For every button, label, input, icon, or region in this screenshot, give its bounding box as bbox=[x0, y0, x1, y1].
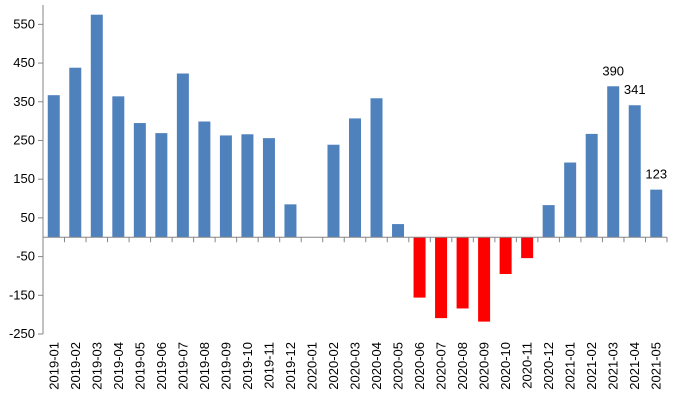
x-tick-label: 2019-07 bbox=[175, 342, 190, 390]
x-tick-label: 2020-07 bbox=[434, 342, 449, 390]
x-tick-label: 2020-02 bbox=[326, 342, 341, 390]
x-tick-label: 2020-03 bbox=[348, 342, 363, 390]
y-tick-label: -150 bbox=[9, 287, 35, 302]
x-tick-label: 2020-05 bbox=[391, 342, 406, 390]
x-tick-label: 2020-11 bbox=[520, 342, 535, 389]
x-tick-label: 2019-01 bbox=[46, 342, 61, 390]
bar-2021-03 bbox=[607, 86, 620, 238]
x-tick-label: 2021-03 bbox=[606, 342, 621, 390]
x-tick-label: 2021-05 bbox=[649, 342, 664, 390]
x-tick-label: 2019-02 bbox=[68, 342, 83, 390]
bar-2019-08 bbox=[198, 121, 211, 238]
y-tick-label: -250 bbox=[9, 326, 35, 341]
y-tick-label: 250 bbox=[13, 132, 35, 147]
x-axis: 2019-01 2019-02 2019-03 2019-04 2019-05 2019-… bbox=[42, 236, 668, 390]
data-label: 341 bbox=[624, 82, 646, 97]
bar-2020-11 bbox=[521, 237, 534, 259]
bar-2021-02 bbox=[585, 133, 598, 238]
bar-2019-11 bbox=[262, 138, 275, 238]
data-label: 390 bbox=[602, 63, 624, 78]
x-tick-label: 2020-09 bbox=[477, 342, 492, 390]
bar-2019-05 bbox=[133, 123, 146, 238]
y-tick-label: 150 bbox=[13, 171, 35, 186]
bar-2019-04 bbox=[112, 96, 125, 238]
bar-2020-07 bbox=[435, 237, 448, 319]
x-tick-label: 2020-10 bbox=[498, 342, 513, 390]
x-tick-label: 2019-06 bbox=[154, 342, 169, 390]
bar-2019-07 bbox=[176, 73, 189, 238]
x-tick-label: 2020-04 bbox=[369, 342, 384, 390]
bar-2021-05 bbox=[650, 189, 663, 238]
bar-2019-09 bbox=[219, 135, 232, 238]
bar-2020-02 bbox=[327, 144, 340, 238]
x-tick-label: 2021-01 bbox=[563, 342, 578, 390]
bar-2019-02 bbox=[69, 67, 82, 238]
x-tick-label: 2019-03 bbox=[89, 342, 104, 390]
bar-2019-10 bbox=[241, 134, 254, 238]
bar-2021-01 bbox=[564, 162, 577, 238]
data-label: 123 bbox=[645, 167, 667, 182]
x-tick-label: 2019-10 bbox=[240, 342, 255, 390]
x-tick-label: 2021-02 bbox=[584, 342, 599, 390]
y-tick-label: 550 bbox=[13, 16, 35, 31]
y-tick-label: 50 bbox=[21, 210, 35, 225]
bar-2019-01 bbox=[47, 95, 60, 238]
bar-2019-06 bbox=[155, 133, 168, 238]
y-tick-label: 450 bbox=[13, 55, 35, 70]
x-tick-label: 2021-04 bbox=[627, 342, 642, 390]
bar-2019-03 bbox=[90, 14, 103, 238]
bar-2020-10 bbox=[499, 237, 512, 275]
y-tick-label: 350 bbox=[13, 94, 35, 109]
bar-2020-06 bbox=[413, 237, 426, 298]
x-tick-label: 2019-08 bbox=[197, 342, 212, 390]
bar-2020-09 bbox=[478, 237, 491, 322]
x-tick-label: 2020-06 bbox=[412, 342, 427, 390]
x-tick-label: 2019-11 bbox=[261, 342, 276, 389]
bars bbox=[47, 14, 663, 322]
x-tick-label: 2020-12 bbox=[541, 342, 556, 390]
x-tick-label: 2020-01 bbox=[304, 342, 319, 390]
bar-2020-03 bbox=[349, 118, 361, 238]
x-tick-label: 2019-05 bbox=[132, 342, 147, 390]
x-tick-label: 2019-09 bbox=[218, 342, 233, 390]
y-axis: -250 -150 -50 50 150 250 350 450 550 bbox=[9, 5, 44, 341]
bar-2020-08 bbox=[456, 237, 469, 309]
bar-2019-12 bbox=[284, 204, 297, 238]
bar-2020-05 bbox=[392, 224, 405, 238]
x-tick-label: 2019-12 bbox=[283, 342, 298, 390]
bar-2020-04 bbox=[370, 98, 383, 238]
x-tick-label: 2020-08 bbox=[455, 342, 470, 390]
x-tick-label: 2019-04 bbox=[111, 342, 126, 390]
bar-2021-04 bbox=[628, 105, 641, 238]
bar-2020-12 bbox=[542, 205, 555, 238]
y-tick-label: -50 bbox=[16, 249, 35, 264]
